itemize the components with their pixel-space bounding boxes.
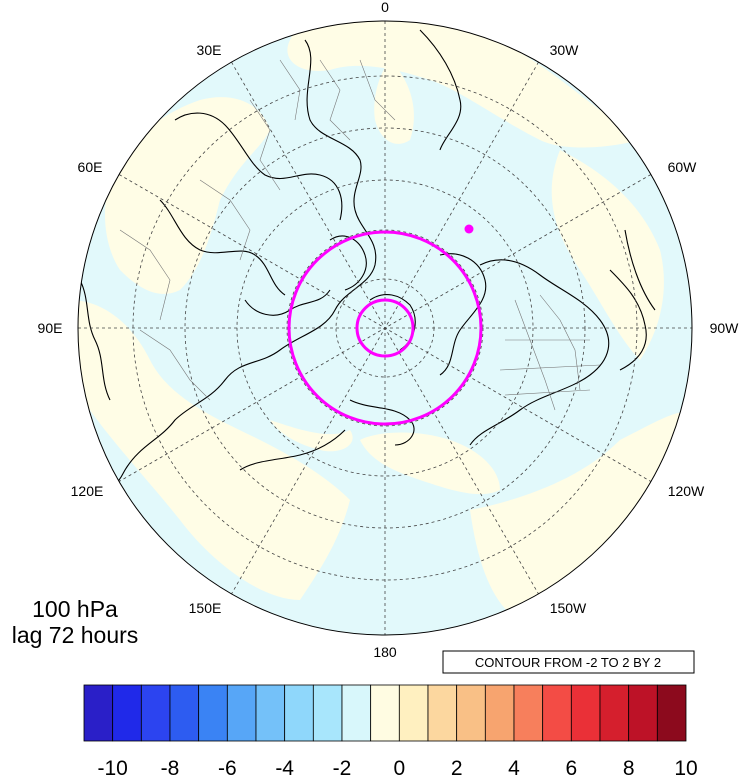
colorbar-swatch — [284, 684, 314, 742]
colorbar-swatch — [456, 684, 486, 742]
title-level: 100 hPa — [32, 596, 118, 622]
map-disk — [78, 21, 692, 635]
colorbar-swatch — [169, 684, 200, 742]
colorbar-label: 2 — [451, 757, 463, 779]
title-lag: lag 72 hours — [12, 622, 139, 648]
colorbar-swatch — [656, 684, 687, 742]
colorbar-swatch — [370, 684, 400, 742]
contour-info-text: CONTOUR FROM -2 TO 2 BY 2 — [475, 655, 661, 670]
colorbar-swatch — [226, 684, 257, 742]
political-borders — [119, 59, 601, 411]
colorbar-swatch — [513, 684, 544, 742]
colorbar-swatch — [112, 684, 142, 742]
colorbar-labels: -10 -8 -6 -4 -2 0 2 4 6 8 10 — [97, 757, 697, 779]
colorbar-swatch — [140, 684, 171, 742]
colorbar-swatch — [570, 684, 601, 742]
colorbar-label: 6 — [565, 757, 577, 779]
colorbar-swatch — [542, 684, 572, 742]
colorbar-label: -10 — [97, 757, 127, 779]
colorbar-label: -2 — [333, 757, 352, 779]
colorbar-label: -6 — [218, 757, 237, 779]
lon-label-90e: 90E — [38, 320, 63, 336]
contour-info-box: CONTOUR FROM -2 TO 2 BY 2 — [442, 650, 695, 674]
outer-marker-circle — [287, 230, 483, 426]
lon-label-120e: 120E — [71, 483, 104, 499]
lon-label-150e: 150E — [189, 600, 222, 616]
colorbar-swatch — [198, 684, 228, 742]
colorbar-swatch — [484, 684, 515, 742]
lon-label-180: 180 — [373, 644, 397, 660]
colorbar-swatch — [83, 684, 114, 742]
colorbar-swatch — [398, 684, 429, 742]
colorbar-label: -4 — [275, 757, 294, 779]
lon-label-30e: 30E — [197, 42, 222, 58]
colorbar-swatch — [427, 684, 458, 742]
coastlines — [79, 29, 656, 521]
lon-label-120w: 120W — [668, 483, 705, 499]
graticule — [78, 21, 692, 635]
lon-label-90w: 90W — [710, 320, 740, 336]
map-border — [77, 20, 693, 636]
colorbar-swatch — [599, 684, 630, 742]
lon-label-30w: 30W — [550, 42, 580, 58]
colorbar-label: -8 — [161, 757, 180, 779]
colorbar-label: 0 — [393, 757, 405, 779]
longitude-labels: 0 180 90E 90W 30E 60E 120E 150E 30W 60W … — [38, 0, 740, 660]
colorbar-label: 4 — [508, 757, 520, 779]
inner-marker-circle — [355, 298, 415, 358]
colorbar-swatch — [628, 684, 658, 742]
magenta-marker-group — [287, 224, 483, 426]
colorbar-swatch — [341, 684, 372, 742]
colorbar-label: 10 — [674, 757, 697, 779]
lon-label-60e: 60E — [78, 159, 103, 175]
colorbar-swatch — [312, 684, 343, 742]
lon-label-150w: 150W — [550, 600, 587, 616]
lon-label-0: 0 — [381, 0, 389, 15]
lon-label-60w: 60W — [668, 159, 698, 175]
colorbar — [83, 684, 687, 742]
colorbar-label: 8 — [623, 757, 635, 779]
marker-dot — [464, 224, 474, 234]
colorbar-swatch — [255, 684, 286, 742]
